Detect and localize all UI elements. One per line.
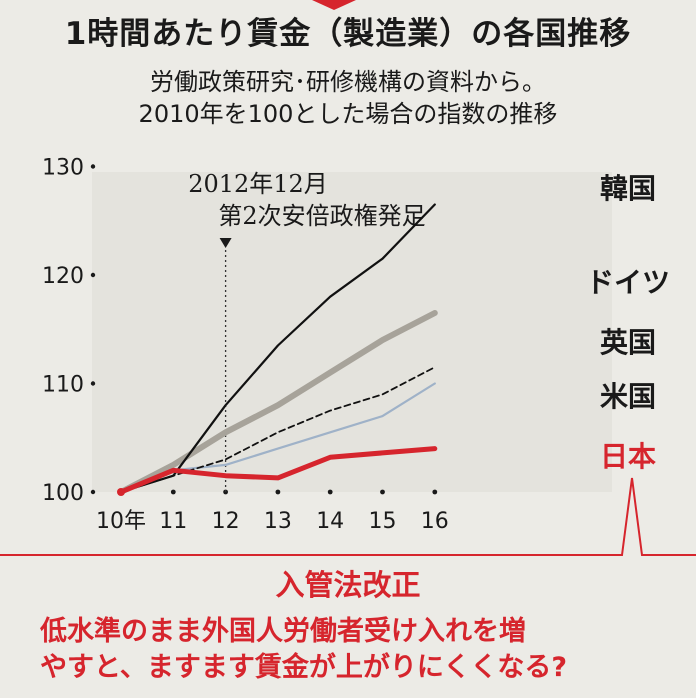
footer-text-line2: やすと、ますます賃金が上がりにくくなる? xyxy=(40,652,568,683)
x-tick-label: 14 xyxy=(316,509,344,534)
chart-subtitle-index: 2010年を100とした場合の指数の推移 xyxy=(138,100,558,128)
chart-title: 1時間あたり賃金（製造業）の各国推移 xyxy=(64,16,632,52)
series-label-3: 米国 xyxy=(600,380,656,413)
y-tick-dot xyxy=(90,272,96,278)
x-tick-label: 16 xyxy=(421,509,449,534)
series-label-2: 英国 xyxy=(600,326,656,359)
x-tick-label: 11 xyxy=(159,509,187,534)
y-tick-label: 130 xyxy=(42,156,84,181)
annotation-event: 第2次安倍政権発足 xyxy=(218,202,425,230)
series-line-0 xyxy=(119,203,436,494)
series-label-1: ドイツ xyxy=(586,266,670,299)
red-spike-rule xyxy=(0,477,696,556)
header-arrow xyxy=(312,0,356,10)
y-tick-label: 110 xyxy=(42,373,84,398)
x-tick-dot xyxy=(170,489,176,495)
footer-banner: 入管法改正 xyxy=(275,568,421,602)
annotation-marker xyxy=(219,238,232,248)
line-chart: 100 110 120 130 10年 11 12 13 14 15 16 2012年12月第2次… xyxy=(0,156,696,556)
y-tick-dot xyxy=(90,381,96,386)
footer-text-line1: 低水準のまま外国人労働者受け入れを増 xyxy=(40,616,526,647)
x-tick-label: 13 xyxy=(264,509,292,534)
chart-subtitle-source: 労働政策研究･研修機構の資料から。 xyxy=(150,68,546,96)
y-tick-label: 100 xyxy=(42,481,84,506)
x-tick-dot xyxy=(432,489,438,495)
series-label-4: 日本 xyxy=(600,440,656,473)
origin-point xyxy=(117,488,125,496)
y-tick-dot xyxy=(90,164,96,169)
x-tick-dot xyxy=(275,489,281,495)
series-label-0: 韓国 xyxy=(600,172,656,205)
x-tick-dot xyxy=(380,489,385,495)
y-tick-label: 120 xyxy=(42,264,84,289)
y-tick-dot xyxy=(90,489,96,495)
plot-background xyxy=(92,172,612,492)
annotation-date: 2012年12月 xyxy=(188,170,328,198)
series-line-1 xyxy=(118,310,438,495)
x-tick-label: 10年 xyxy=(96,509,146,534)
series-line-4 xyxy=(118,446,438,495)
x-tick-label: 15 xyxy=(369,509,397,534)
x-tick-dot xyxy=(327,489,333,495)
x-tick-label: 12 xyxy=(212,509,240,534)
